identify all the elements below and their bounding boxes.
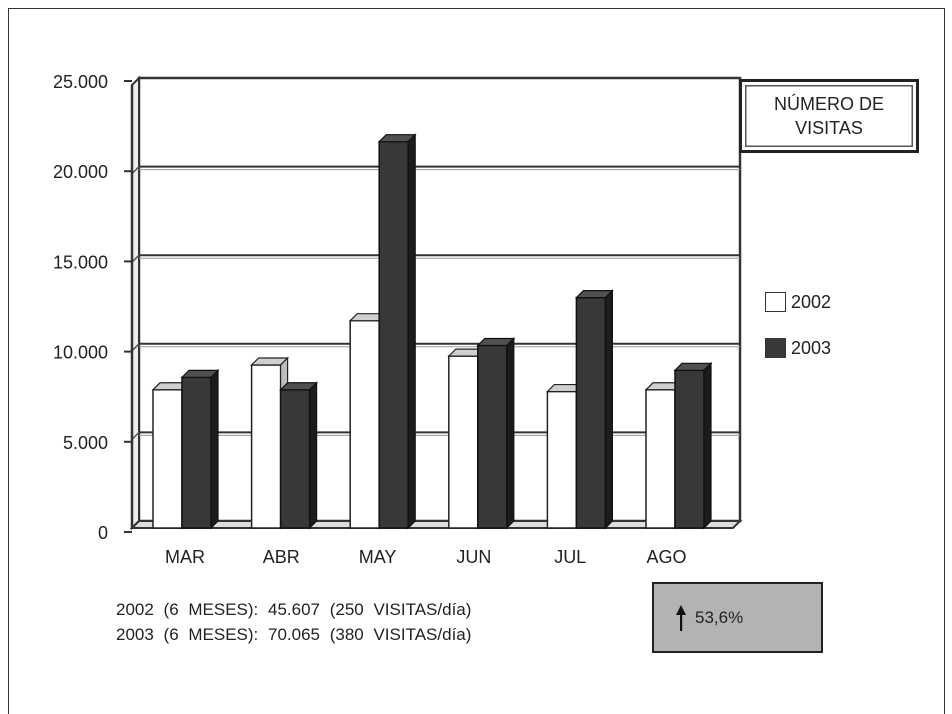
y-tick-label: 0 — [98, 523, 108, 543]
y-tick-label: 10.000 — [53, 343, 108, 363]
bars: MAR ABR MAY JUN JUL AGO — [151, 133, 713, 567]
bar-front-face — [575, 296, 607, 529]
bar-front-face — [546, 390, 578, 529]
arrow-up-icon — [676, 604, 686, 631]
growth-value: 53,6% — [695, 607, 744, 627]
x-tick-label: AGO — [646, 547, 686, 567]
bar-front-face — [645, 389, 676, 529]
bar-side-face — [604, 289, 614, 530]
bar-front-face — [279, 389, 311, 529]
bar-side-face — [703, 361, 712, 530]
bar-front-face — [250, 364, 282, 529]
y-tick-label: 20.000 — [53, 162, 108, 182]
summary: 2002 (6 MESES): 45.607 (250 VISITAS/día)… — [116, 597, 471, 647]
bar-2003-JUN — [476, 337, 516, 530]
summary-line-2003: 2003 (6 MESES): 70.065 (380 VISITAS/día) — [116, 625, 472, 644]
x-tick-label: MAY — [359, 547, 397, 567]
bar-side-face — [407, 133, 416, 530]
y-tick-label: 15.000 — [53, 252, 108, 272]
x-tick-label: JUL — [554, 547, 586, 567]
bar-2003-MAY — [377, 133, 417, 530]
y-tick-label: 5.000 — [63, 433, 108, 453]
plot-area — [129, 75, 743, 531]
x-tick-label: JUN — [456, 547, 491, 567]
bar-front-face — [152, 389, 183, 529]
bar-front-face — [448, 355, 479, 529]
x-tick-label: ABR — [263, 547, 300, 567]
bar-front-face — [674, 369, 705, 529]
legend-item-2002: 2002 — [765, 291, 831, 313]
x-tick-label: MAR — [165, 547, 205, 567]
bar-2003-JUL — [574, 289, 614, 530]
chart-title: NÚMERO DE VISITAS — [773, 94, 884, 138]
bar-side-face — [506, 337, 515, 530]
summary-line-2002: 2002 (6 MESES): 45.607 (250 VISITAS/día) — [116, 600, 472, 619]
legend-label-2002: 2002 — [791, 291, 832, 312]
bar-side-face — [309, 381, 318, 530]
legend-label-2003: 2003 — [791, 337, 832, 358]
bar-side-face — [210, 368, 219, 530]
y-tick-label: 25.000 — [53, 72, 108, 92]
bar-2003-MAR — [180, 368, 220, 530]
legend-item-2003: 2003 — [765, 337, 831, 359]
chart-title-box: NÚMERO DE VISITAS — [739, 79, 919, 153]
page-frame — [8, 8, 945, 714]
bar-2003-AGO — [673, 361, 713, 530]
bar-front-face — [349, 319, 380, 529]
legend-swatch-2003 — [765, 338, 786, 358]
legend: 2002 2003 — [765, 291, 831, 383]
bar-front-face — [378, 140, 409, 529]
bar-2003-ABR — [279, 381, 319, 530]
bar-front-face — [477, 344, 508, 529]
growth-badge: 53,6% — [652, 582, 823, 653]
bar-front-face — [181, 376, 212, 529]
y-axis: 0 5.000 10.000 15.000 20.000 25.000 — [53, 72, 134, 543]
legend-swatch-2002 — [765, 292, 786, 312]
